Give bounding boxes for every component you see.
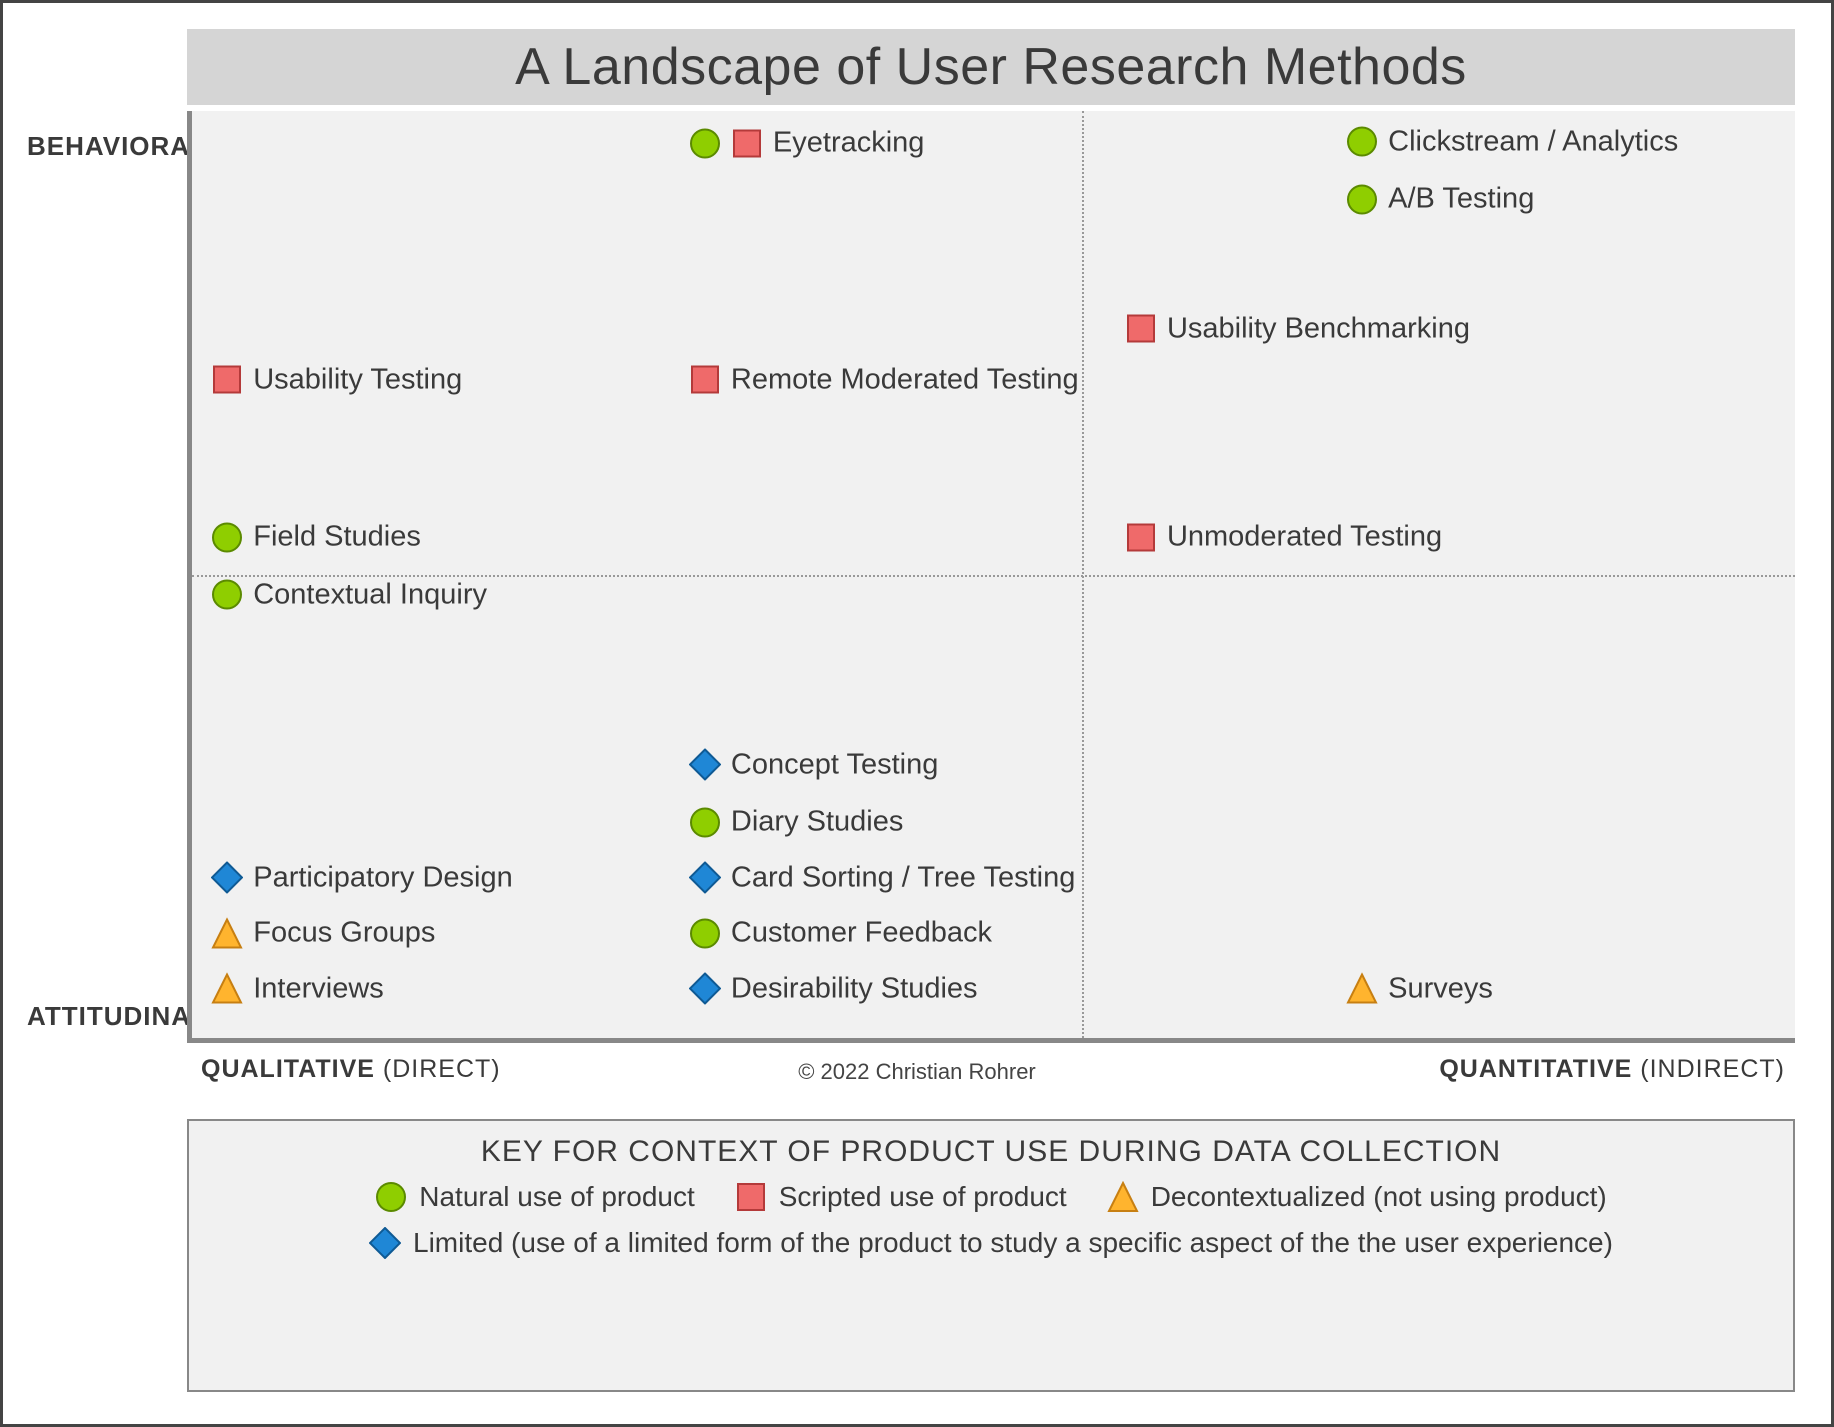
method-point: Surveys — [1346, 972, 1493, 1005]
diamond-icon — [211, 862, 243, 894]
square-icon — [689, 364, 721, 396]
method-label: Usability Benchmarking — [1167, 312, 1470, 345]
circle-icon — [211, 521, 243, 553]
circle-icon — [689, 917, 721, 949]
method-label: Focus Groups — [253, 917, 435, 950]
circle-icon — [1346, 126, 1378, 158]
method-point: Usability Benchmarking — [1125, 312, 1470, 345]
method-point: Eyetracking — [689, 127, 925, 160]
plot-area: Eyetracking Clickstream / Analytics A/B Te… — [187, 111, 1795, 1043]
method-point: A/B Testing — [1346, 183, 1534, 216]
method-label: Interviews — [253, 972, 384, 1005]
method-label: Remote Moderated Testing — [731, 363, 1079, 396]
method-point: Usability Testing — [211, 363, 462, 396]
legend-item: Limited (use of a limited form of the pr… — [369, 1227, 1613, 1259]
method-label: Participatory Design — [253, 861, 513, 894]
method-point: Desirability Studies — [689, 972, 978, 1005]
legend-label: Natural use of product — [419, 1181, 695, 1213]
method-point: Card Sorting / Tree Testing — [689, 861, 1075, 894]
diagram-frame: A Landscape of User Research Methods BEH… — [0, 0, 1834, 1427]
y-axis-label-bottom: ATTITUDINAL — [27, 1001, 208, 1032]
triangle-icon — [211, 917, 243, 949]
horizontal-divider — [192, 575, 1795, 577]
method-point: Contextual Inquiry — [211, 578, 487, 611]
method-point: Customer Feedback — [689, 917, 992, 950]
method-point: Focus Groups — [211, 917, 435, 950]
x-left-main: QUALITATIVE — [201, 1055, 375, 1083]
method-label: Concept Testing — [731, 748, 938, 781]
diamond-icon — [689, 749, 721, 781]
legend-label: Limited (use of a limited form of the pr… — [413, 1227, 1613, 1259]
legend-label: Decontextualized (not using product) — [1151, 1181, 1607, 1213]
circle-icon — [1346, 183, 1378, 215]
method-label: Unmoderated Testing — [1167, 521, 1442, 554]
triangle-icon — [1346, 973, 1378, 1005]
method-point: Participatory Design — [211, 861, 513, 894]
circle-icon — [689, 127, 721, 159]
method-label: Clickstream / Analytics — [1388, 125, 1678, 158]
x-right-paren: (INDIRECT) — [1640, 1055, 1785, 1083]
legend-row-2: Limited (use of a limited form of the pr… — [217, 1227, 1765, 1259]
method-point: Interviews — [211, 972, 384, 1005]
method-label: Contextual Inquiry — [253, 578, 487, 611]
method-label: Usability Testing — [253, 363, 462, 396]
legend-item: Natural use of product — [375, 1181, 695, 1213]
method-point: Concept Testing — [689, 748, 938, 781]
square-icon — [1125, 521, 1157, 553]
x-right-main: QUANTITATIVE — [1439, 1055, 1632, 1083]
legend-title: KEY FOR CONTEXT OF PRODUCT USE DURING DA… — [217, 1135, 1765, 1169]
x-left-paren: (DIRECT) — [383, 1055, 501, 1083]
method-point: Clickstream / Analytics — [1346, 125, 1678, 158]
square-icon — [1125, 313, 1157, 345]
method-point: Diary Studies — [689, 806, 903, 839]
method-label: Card Sorting / Tree Testing — [731, 861, 1075, 894]
method-label: A/B Testing — [1388, 183, 1534, 216]
legend-item: Decontextualized (not using product) — [1107, 1181, 1607, 1213]
triangle-icon — [1107, 1181, 1139, 1213]
legend-item: Scripted use of product — [735, 1181, 1067, 1213]
diamond-icon — [369, 1227, 401, 1259]
square-icon — [731, 127, 763, 159]
method-label: Diary Studies — [731, 806, 903, 839]
method-point: Remote Moderated Testing — [689, 363, 1079, 396]
method-label: Eyetracking — [773, 127, 925, 160]
legend-label: Scripted use of product — [779, 1181, 1067, 1213]
method-label: Customer Feedback — [731, 917, 992, 950]
diamond-icon — [689, 973, 721, 1005]
square-icon — [211, 364, 243, 396]
legend-box: KEY FOR CONTEXT OF PRODUCT USE DURING DA… — [187, 1119, 1795, 1392]
circle-icon — [689, 806, 721, 838]
circle-icon — [375, 1181, 407, 1213]
method-point: Field Studies — [211, 521, 421, 554]
legend-row-1: Natural use of product Scripted use of pr… — [217, 1181, 1765, 1213]
square-icon — [735, 1181, 767, 1213]
x-axis-label-left: QUALITATIVE (DIRECT) — [201, 1055, 501, 1084]
triangle-icon — [211, 973, 243, 1005]
y-axis-label-top: BEHAVIORAL — [27, 131, 207, 162]
method-label: Desirability Studies — [731, 972, 978, 1005]
x-axis-label-right: QUANTITATIVE (INDIRECT) — [1439, 1055, 1785, 1084]
chart-title: A Landscape of User Research Methods — [187, 29, 1795, 105]
method-label: Surveys — [1388, 972, 1493, 1005]
diamond-icon — [689, 862, 721, 894]
method-point: Unmoderated Testing — [1125, 521, 1442, 554]
circle-icon — [211, 579, 243, 611]
method-label: Field Studies — [253, 521, 421, 554]
